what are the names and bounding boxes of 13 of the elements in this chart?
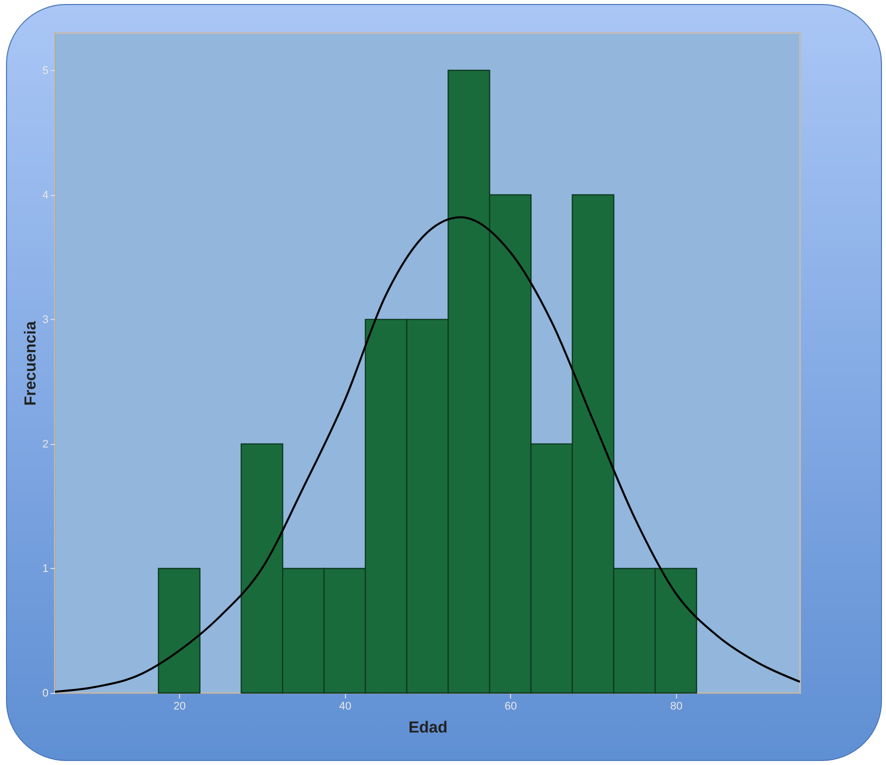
- x-tick-label: 80: [670, 700, 682, 712]
- x-tick-label: 20: [174, 700, 186, 712]
- rounded-panel: 20 40 60 80 Edad 0 1 2 3 4 5 Frecuencia: [6, 4, 882, 761]
- y-tick-label: 1: [42, 562, 48, 575]
- y-tick-label: 4: [42, 189, 48, 202]
- x-axis-title: Edad: [408, 720, 448, 736]
- y-tick-label: 2: [42, 438, 48, 450]
- x-tick-label: 60: [504, 700, 517, 712]
- y-tick-label: 3: [42, 314, 48, 326]
- y-tick-label: 0: [42, 688, 48, 700]
- x-tick-label: 40: [339, 700, 352, 712]
- y-tick-label: 5: [42, 64, 48, 77]
- y-axis-title: Frecuencia: [22, 321, 40, 406]
